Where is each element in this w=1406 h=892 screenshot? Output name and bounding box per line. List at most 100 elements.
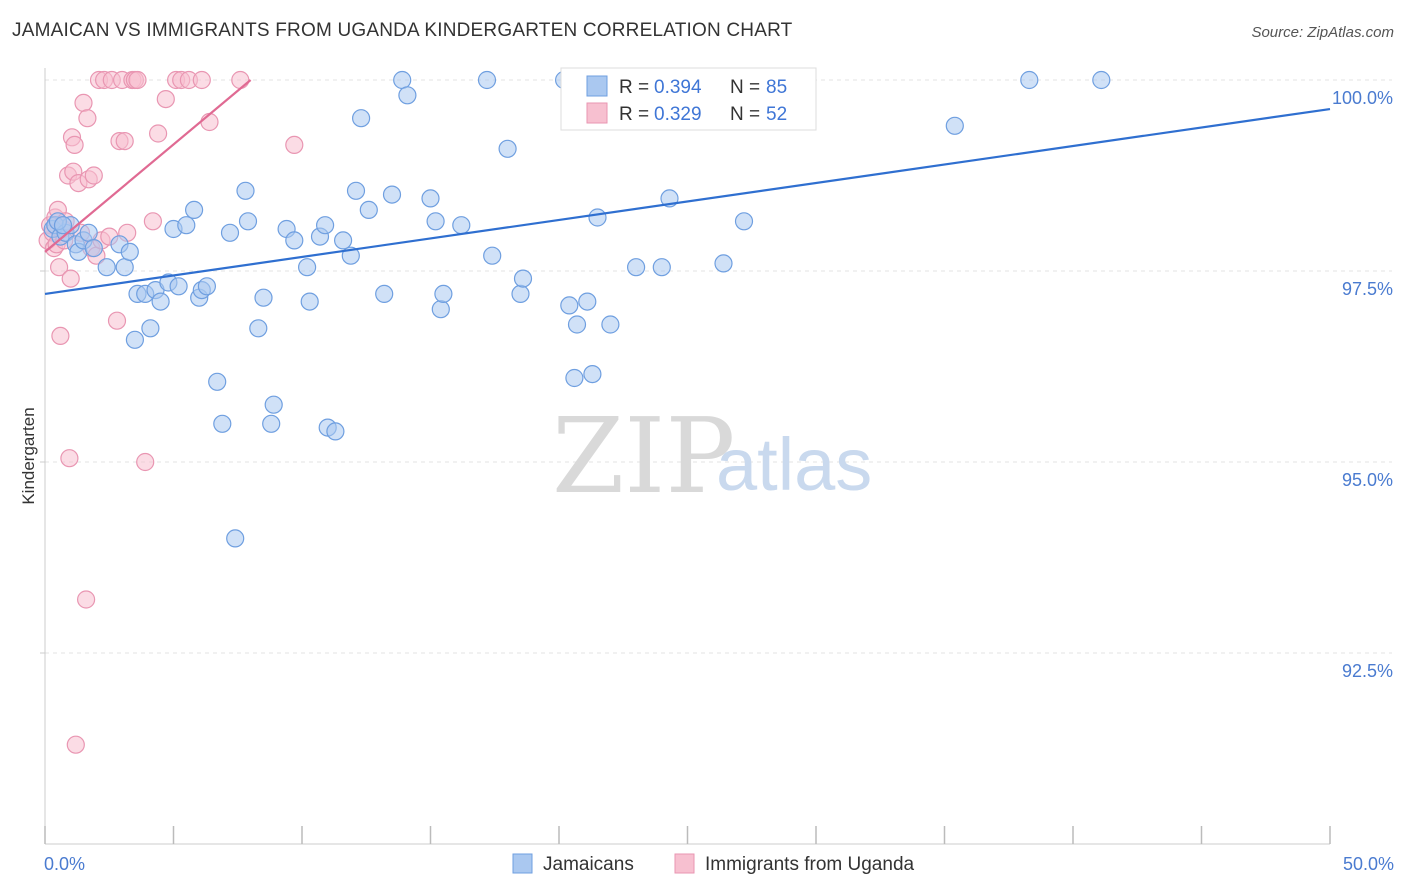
jamaicans-point-58 xyxy=(434,284,453,303)
jamaicans-point-55 xyxy=(421,189,440,208)
jamaicans-point-61 xyxy=(483,246,502,265)
jamaicans-point-67 xyxy=(565,368,584,388)
jamaicans-point-43 xyxy=(316,216,335,235)
jamaicans-point-36 xyxy=(262,414,281,433)
uganda-point-21 xyxy=(74,93,93,113)
jamaicans-point-73 xyxy=(626,258,646,277)
uganda-point-40 xyxy=(128,70,147,90)
jamaicans-point-32 xyxy=(236,181,255,200)
gridlines xyxy=(40,79,1392,654)
jamaicans-point-24 xyxy=(185,200,204,219)
jamaicans-point-71 xyxy=(588,208,607,227)
legend-r-label-jamaicans: R = xyxy=(619,77,649,98)
jamaicans-point-34 xyxy=(249,319,268,338)
jamaicans-point-54 xyxy=(398,86,417,105)
jamaicans-point-59 xyxy=(452,216,471,235)
x-tick-label-min: 0.0% xyxy=(44,854,85,874)
legend-n-value-uganda: 52 xyxy=(766,104,787,125)
jamaicans-point-41 xyxy=(300,292,319,311)
trend-line-jamaicans xyxy=(44,107,1331,296)
jamaicans-point-30 xyxy=(220,223,240,242)
uganda-point-51 xyxy=(285,135,304,154)
uganda-point-43 xyxy=(149,124,168,143)
uganda-point-44 xyxy=(156,89,175,109)
x-tick-label-max: 50.0% xyxy=(1343,854,1394,874)
jamaicans-point-37 xyxy=(264,395,283,414)
jamaicans-point-22 xyxy=(169,277,188,296)
uganda-point-48 xyxy=(192,70,211,90)
source-credit: Source: ZipAtlas.com xyxy=(1251,24,1394,41)
trend-line-uganda xyxy=(44,79,252,253)
jamaicans-point-57 xyxy=(431,300,450,319)
x-axis-ticks xyxy=(44,826,1331,844)
legend-n-label-jamaicans: N = xyxy=(730,77,760,98)
uganda-point-36 xyxy=(115,132,134,151)
uganda-point-50 xyxy=(231,70,250,90)
jamaicans-point-13 xyxy=(120,242,139,261)
bottom-legend-label-jamaicans: Jamaicans xyxy=(543,854,634,875)
jamaicans-point-77 xyxy=(714,254,733,273)
jamaicans-point-48 xyxy=(346,181,366,200)
jamaicans-point-27 xyxy=(197,277,216,296)
legend-n-value-jamaicans: 85 xyxy=(766,77,787,98)
legend-swatch-uganda xyxy=(586,102,608,124)
jamaicans-point-14 xyxy=(125,330,144,349)
jamaicans-point-39 xyxy=(285,231,304,250)
bottom-legend-swatch-uganda xyxy=(674,853,695,874)
jamaicans-point-70 xyxy=(583,365,602,384)
legend-swatch-jamaicans xyxy=(586,75,608,97)
series-uganda-points xyxy=(38,70,304,754)
y-tick-label-3: 92.5% xyxy=(1342,661,1393,681)
jamaicans-point-33 xyxy=(238,212,258,231)
jamaicans-point-64 xyxy=(513,269,533,288)
jamaicans-point-80 xyxy=(945,116,964,135)
y-axis-label: Kindergarten xyxy=(19,407,38,504)
jamaicans-point-23 xyxy=(177,216,196,235)
jamaicans-point-84 xyxy=(53,216,73,235)
jamaicans-point-68 xyxy=(567,315,587,334)
uganda-point-33 xyxy=(107,311,127,330)
chart-title: JAMAICAN VS IMMIGRANTS FROM UGANDA KINDE… xyxy=(12,20,793,41)
bottom-legend: Jamaicans Immigrants from Uganda xyxy=(512,853,915,875)
jamaicans-point-49 xyxy=(352,109,371,128)
jamaicans-point-62 xyxy=(498,139,517,158)
jamaicans-point-12 xyxy=(115,258,134,277)
bottom-legend-label-uganda: Immigrants from Uganda xyxy=(705,854,915,875)
uganda-point-23 xyxy=(78,109,97,128)
jamaicans-point-19 xyxy=(151,292,170,311)
jamaicans-point-63 xyxy=(511,284,530,303)
jamaicans-point-81 xyxy=(1020,70,1039,90)
jamaicans-point-53 xyxy=(393,70,412,90)
legend-box: R = 0.394 N = 85 R = 0.329 N = 52 xyxy=(560,67,817,131)
jamaicans-point-79 xyxy=(734,212,754,231)
jamaicans-point-45 xyxy=(326,422,345,441)
uganda-point-8 xyxy=(51,326,70,345)
jamaicans-point-72 xyxy=(601,315,620,334)
jamaicans-point-31 xyxy=(226,529,245,548)
uganda-point-26 xyxy=(84,166,103,185)
jamaicans-point-35 xyxy=(254,288,273,307)
series-jamaicans-points xyxy=(43,70,1111,548)
legend-r-value-uganda: 0.329 xyxy=(654,104,702,125)
uganda-point-22 xyxy=(76,590,96,609)
jamaicans-point-51 xyxy=(375,284,394,303)
legend-r-value-jamaicans: 0.394 xyxy=(654,77,702,98)
jamaicans-point-66 xyxy=(560,296,579,315)
y-axis-tick-labels: 100.0% 97.5% 95.0% 92.5% xyxy=(1332,88,1393,681)
watermark: ZIP atlas xyxy=(552,395,872,517)
jamaicans-point-60 xyxy=(477,70,497,90)
bottom-legend-swatch-jamaicans xyxy=(512,853,533,874)
jamaicans-point-56 xyxy=(426,212,445,231)
jamaicans-point-9 xyxy=(84,239,103,258)
y-tick-label-1: 97.5% xyxy=(1342,279,1393,299)
watermark-atlas: atlas xyxy=(716,423,872,506)
trend-lines xyxy=(44,79,1331,296)
jamaicans-point-8 xyxy=(79,223,98,242)
uganda-point-18 xyxy=(66,735,85,754)
uganda-point-7 xyxy=(49,258,69,277)
jamaicans-point-29 xyxy=(213,414,232,433)
uganda-point-42 xyxy=(143,212,162,231)
uganda-point-14 xyxy=(61,269,80,288)
jamaicans-point-46 xyxy=(334,231,353,250)
